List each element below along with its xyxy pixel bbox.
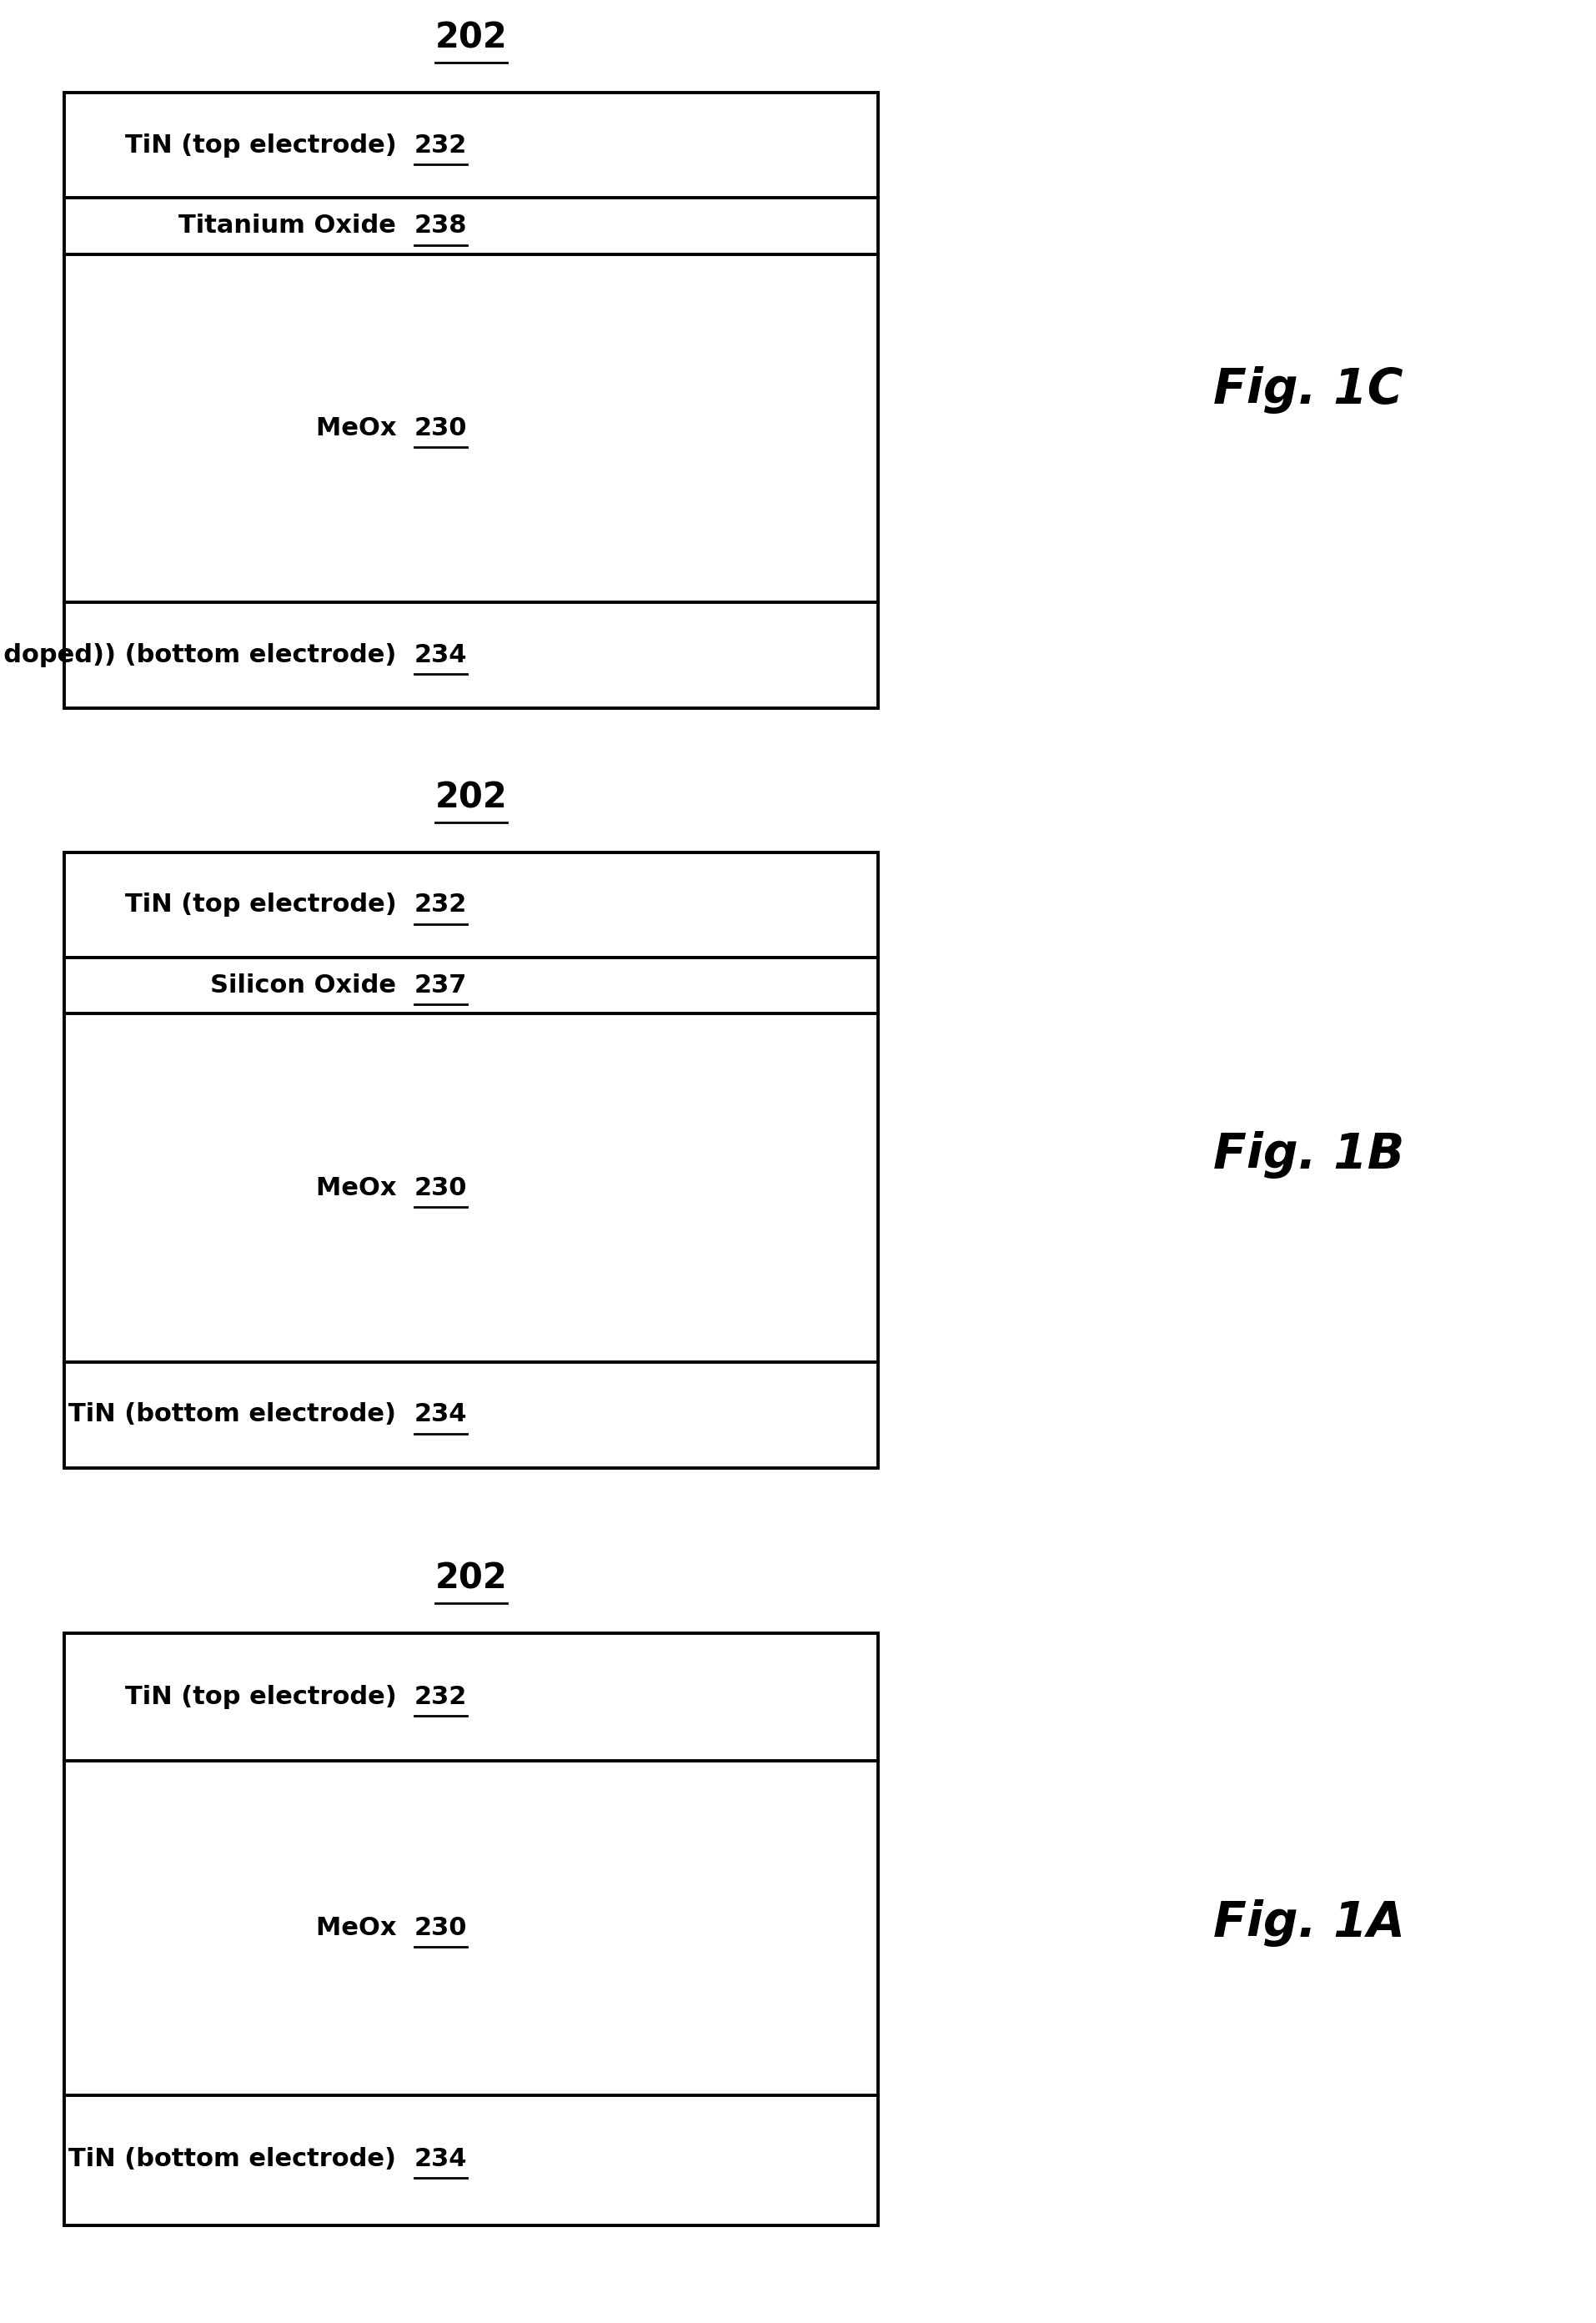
Text: MeOx: MeOx: [316, 416, 413, 441]
Bar: [64, 853, 878, 1468]
Text: 234: 234: [413, 1403, 466, 1426]
Text: Titanium Oxide: Titanium Oxide: [179, 214, 413, 237]
Text: 232: 232: [413, 132, 466, 158]
Text: 232: 232: [413, 1684, 466, 1710]
Text: TiN (bottom electrode): TiN (bottom electrode): [69, 2146, 413, 2172]
Text: TiN (bottom electrode): TiN (bottom electrode): [69, 1403, 413, 1426]
Text: Fig. 1A: Fig. 1A: [1213, 1900, 1404, 1947]
Text: TiN (top electrode): TiN (top electrode): [124, 1684, 413, 1710]
Text: 230: 230: [413, 416, 466, 441]
Text: Fig. 1C: Fig. 1C: [1213, 367, 1403, 413]
Text: 234: 234: [413, 2146, 466, 2172]
Text: 230: 230: [413, 1175, 466, 1201]
Text: 230: 230: [413, 1916, 466, 1940]
Text: Si (heavily doped)) (bottom electrode): Si (heavily doped)) (bottom electrode): [0, 643, 413, 667]
Text: 232: 232: [413, 892, 466, 918]
Text: Silicon Oxide: Silicon Oxide: [211, 973, 413, 997]
Text: 237: 237: [413, 973, 466, 997]
Text: 234: 234: [413, 643, 466, 667]
Text: 202: 202: [434, 1561, 508, 1596]
Bar: [64, 93, 878, 709]
Text: 202: 202: [434, 21, 508, 56]
Text: 238: 238: [413, 214, 466, 237]
Text: MeOx: MeOx: [316, 1916, 413, 1940]
Text: TiN (top electrode): TiN (top electrode): [124, 132, 413, 158]
Text: MeOx: MeOx: [316, 1175, 413, 1201]
Text: TiN (top electrode): TiN (top electrode): [124, 892, 413, 918]
Bar: [64, 1633, 878, 2225]
Text: Fig. 1B: Fig. 1B: [1213, 1131, 1404, 1178]
Text: 202: 202: [434, 781, 508, 815]
